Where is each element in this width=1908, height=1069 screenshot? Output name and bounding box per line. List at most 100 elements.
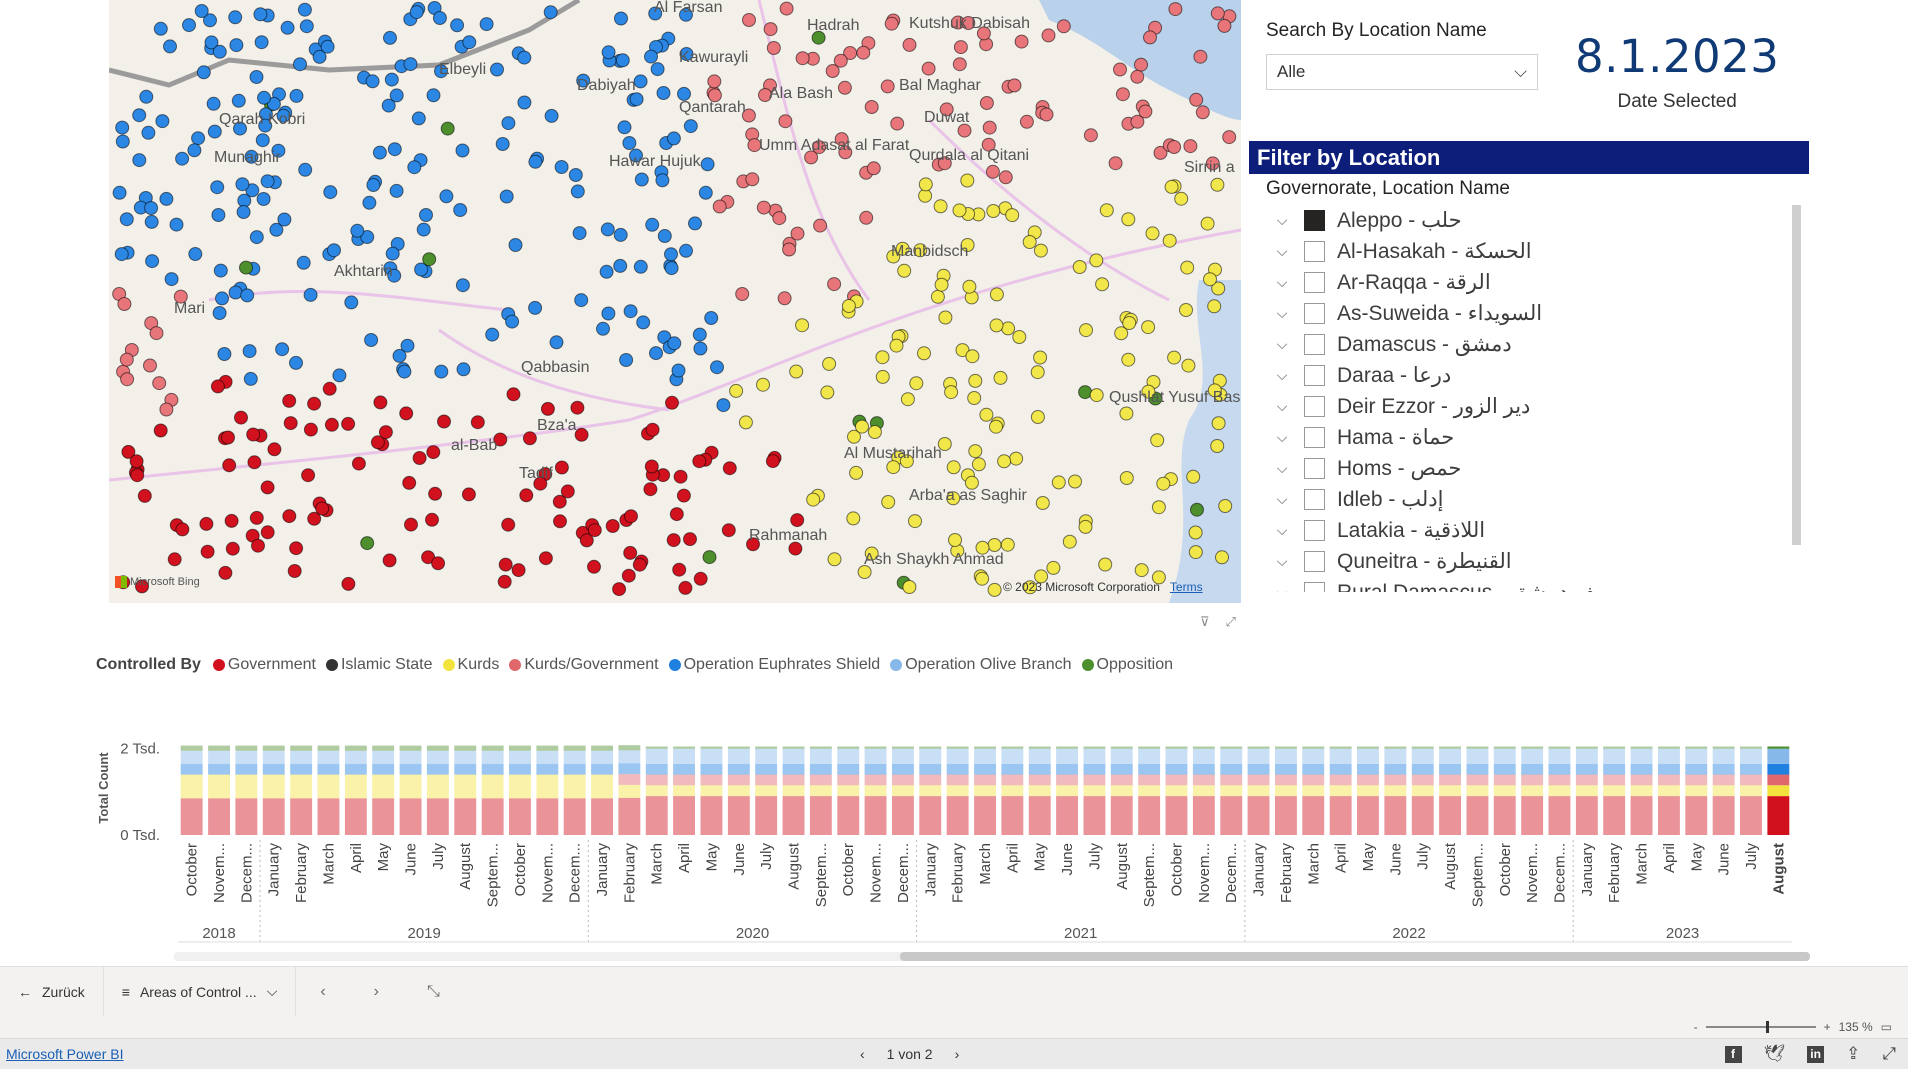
bar-segment[interactable] bbox=[1329, 774, 1352, 786]
map-location-dot[interactable] bbox=[884, 16, 899, 31]
bar-segment[interactable] bbox=[262, 745, 285, 751]
map-location-dot[interactable] bbox=[254, 35, 269, 50]
map-location-dot[interactable] bbox=[729, 383, 744, 398]
map-location-dot[interactable] bbox=[256, 192, 271, 206]
bar-segment[interactable] bbox=[727, 796, 750, 835]
map-location-dot[interactable] bbox=[982, 120, 997, 135]
map-location-dot[interactable] bbox=[1143, 30, 1157, 45]
bar-segment[interactable] bbox=[344, 798, 367, 835]
zoom-slider[interactable] bbox=[1705, 1021, 1816, 1033]
map-location-dot[interactable] bbox=[795, 51, 810, 66]
bar-segment[interactable] bbox=[645, 746, 668, 749]
bar-segment[interactable] bbox=[1521, 774, 1544, 786]
map-location-dot[interactable] bbox=[1210, 6, 1225, 21]
map-location-dot[interactable] bbox=[141, 125, 156, 140]
map-location-dot[interactable] bbox=[1000, 537, 1015, 552]
map-location-dot[interactable] bbox=[182, 18, 196, 33]
map-location-dot[interactable] bbox=[119, 352, 134, 367]
slicer-item[interactable]: ⌵ Quneitra - القنيطرة bbox=[1266, 546, 1806, 577]
map-location-dot[interactable] bbox=[173, 289, 188, 304]
map-location-dot[interactable] bbox=[344, 295, 359, 310]
map-location-dot[interactable] bbox=[648, 6, 663, 21]
filter-icon[interactable]: ⊽ bbox=[1200, 614, 1210, 629]
map-location-dot[interactable] bbox=[1078, 519, 1093, 534]
bar-segment[interactable] bbox=[1056, 748, 1078, 764]
slicer-checkbox[interactable] bbox=[1304, 551, 1325, 572]
bar-segment[interactable] bbox=[755, 774, 778, 786]
map-location-dot[interactable] bbox=[1130, 114, 1145, 129]
map-location-dot[interactable] bbox=[360, 536, 375, 551]
map-location-dot[interactable] bbox=[297, 2, 312, 17]
bar-segment[interactable] bbox=[1247, 796, 1270, 835]
map-location-dot[interactable] bbox=[1046, 560, 1061, 575]
map-canvas[interactable]: Al Farsan Hadrah Kutshuk Dabisah Elbeyli Kaw… bbox=[109, 0, 1241, 603]
bar-segment[interactable] bbox=[563, 763, 586, 775]
map-location-dot[interactable] bbox=[1001, 321, 1016, 336]
map-location-dot[interactable] bbox=[434, 364, 449, 379]
bar-segment[interactable] bbox=[837, 748, 860, 764]
bar-segment[interactable] bbox=[1548, 774, 1571, 786]
bar-segment[interactable] bbox=[235, 774, 258, 799]
bar-segment[interactable] bbox=[727, 748, 750, 764]
map-location-dot[interactable] bbox=[414, 262, 429, 277]
map-location-dot[interactable] bbox=[1141, 320, 1156, 335]
map-location-dot[interactable] bbox=[213, 263, 228, 278]
slicer-checkbox[interactable] bbox=[1304, 489, 1325, 510]
bar-segment[interactable] bbox=[1275, 785, 1297, 797]
bar-segment[interactable] bbox=[1548, 785, 1571, 797]
bar-segment[interactable] bbox=[755, 746, 778, 749]
bar-segment[interactable] bbox=[235, 745, 258, 751]
bar-segment[interactable] bbox=[426, 745, 449, 751]
map-location-dot[interactable] bbox=[847, 429, 861, 444]
bar-segment[interactable] bbox=[290, 798, 313, 835]
bar-segment[interactable] bbox=[1220, 763, 1243, 775]
bar-segment[interactable] bbox=[974, 774, 996, 786]
map-location-dot[interactable] bbox=[624, 509, 638, 524]
map-location-dot[interactable] bbox=[382, 553, 397, 568]
bar-segment[interactable] bbox=[974, 763, 996, 775]
powerbi-link[interactable]: Microsoft Power BI bbox=[6, 1046, 124, 1062]
map-location-dot[interactable] bbox=[756, 377, 770, 392]
bar-segment[interactable] bbox=[618, 745, 641, 751]
bar-segment[interactable] bbox=[1740, 796, 1762, 835]
bar-segment[interactable] bbox=[1575, 796, 1598, 835]
map-location-dot[interactable] bbox=[657, 229, 672, 243]
map-location-dot[interactable] bbox=[153, 21, 168, 36]
map-location-dot[interactable] bbox=[553, 514, 567, 529]
bar-segment[interactable] bbox=[974, 748, 996, 764]
map-location-dot[interactable] bbox=[702, 550, 717, 565]
map-location-dot[interactable] bbox=[517, 95, 532, 110]
map-location-dot[interactable] bbox=[856, 45, 871, 60]
map-location-dot[interactable] bbox=[673, 469, 688, 484]
bar-segment[interactable] bbox=[1603, 796, 1626, 835]
bar-segment[interactable] bbox=[1275, 774, 1297, 786]
map-location-dot[interactable] bbox=[939, 102, 954, 117]
bar-segment[interactable] bbox=[1685, 774, 1708, 786]
bar-segment[interactable] bbox=[673, 748, 695, 764]
bar-segment[interactable] bbox=[1192, 748, 1215, 764]
map-location-dot[interactable] bbox=[866, 161, 881, 176]
bar-segment[interactable] bbox=[481, 774, 504, 799]
bar-segment[interactable] bbox=[481, 763, 504, 775]
map-location-dot[interactable] bbox=[643, 482, 658, 497]
map-location-dot[interactable] bbox=[772, 211, 787, 226]
bar-segment[interactable] bbox=[262, 798, 285, 835]
map-location-dot[interactable] bbox=[145, 254, 160, 269]
map-location-dot[interactable] bbox=[221, 430, 235, 445]
map-location-dot[interactable] bbox=[678, 580, 693, 595]
map-location-dot[interactable] bbox=[1122, 316, 1137, 330]
bar-segment[interactable] bbox=[974, 785, 996, 797]
map-location-dot[interactable] bbox=[779, 1, 794, 16]
bar-segment[interactable] bbox=[208, 774, 230, 799]
map-location-dot[interactable] bbox=[968, 444, 983, 459]
bar-segment[interactable] bbox=[1028, 763, 1051, 775]
map-location-dot[interactable] bbox=[1121, 352, 1136, 367]
bar-segment[interactable] bbox=[1411, 746, 1434, 749]
bar-segment[interactable] bbox=[563, 750, 586, 764]
bar-segment[interactable] bbox=[454, 763, 477, 775]
bar-segment[interactable] bbox=[864, 763, 887, 775]
map-location-dot[interactable] bbox=[665, 395, 679, 410]
map-location-dot[interactable] bbox=[233, 121, 247, 136]
bar-segment[interactable] bbox=[1658, 785, 1680, 797]
map-location-dot[interactable] bbox=[1072, 260, 1087, 274]
